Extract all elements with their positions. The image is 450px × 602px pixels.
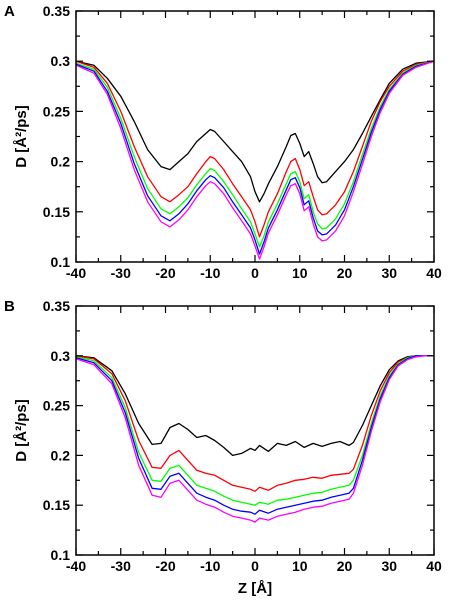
x-tick-label: 0 (251, 265, 259, 281)
x-tick-label: -20 (155, 558, 175, 574)
x-tick-label: -30 (111, 558, 131, 574)
y-tick-label: 0.1 (51, 254, 71, 270)
x-tick-label: 40 (426, 265, 442, 281)
y-tick-label: 0.15 (43, 204, 70, 220)
x-tick-label: 30 (381, 265, 397, 281)
series-line-0 (75, 355, 434, 457)
y-tick-label: 0.3 (51, 53, 71, 69)
series-line-4 (75, 60, 435, 260)
panel-label: A (4, 3, 15, 20)
y-tick-label: 0.25 (43, 398, 70, 414)
y-tick-label: 0.25 (43, 103, 70, 119)
series-line-2 (75, 60, 435, 248)
panel-a: -40 -30 -20 -10 0 10 20 30 40 0.1 0.15 0.2 0.25 0.3 0.… (4, 3, 442, 281)
y-tick-label: 0.1 (51, 547, 71, 563)
y-tick-label: 0.35 (43, 298, 70, 314)
series-line-1 (75, 355, 434, 492)
series-line-3 (75, 355, 434, 515)
series-line-2 (75, 355, 434, 506)
x-tick-label: 30 (381, 558, 397, 574)
plot-frame (75, 305, 435, 556)
series-line-3 (75, 60, 435, 255)
x-tick-label: -30 (111, 265, 131, 281)
x-tick-label: 20 (337, 558, 353, 574)
panel-label: B (4, 298, 15, 315)
y-axis-label: D [Å²/ps] (13, 105, 30, 168)
x-tick-label: 0 (251, 558, 259, 574)
x-axis-label: Z [Å] (238, 580, 272, 597)
x-tick-label: 10 (292, 265, 308, 281)
x-tick-label: 10 (292, 558, 308, 574)
y-tick-label: 0.2 (51, 447, 71, 463)
x-tick-label: 20 (337, 265, 353, 281)
panel-b: -40 -30 -20 -10 0 10 20 30 40 0.1 0.15 0.2 0.25 0.3 0.… (4, 298, 442, 597)
x-tick-label: -40 (66, 558, 86, 574)
y-tick-label: 0.35 (43, 3, 70, 19)
series-line-4 (75, 355, 434, 523)
x-tick-label: 40 (426, 558, 442, 574)
y-axis-label: D [Å²/ps] (13, 399, 30, 462)
x-tick-label: -40 (66, 265, 86, 281)
x-tick-label: -10 (200, 558, 220, 574)
x-tick-label: -20 (155, 265, 175, 281)
series-line-1 (75, 60, 435, 238)
series-line-0 (75, 60, 435, 203)
y-tick-label: 0.2 (51, 154, 71, 170)
y-tick-label: 0.3 (51, 348, 71, 364)
x-tick-label: -10 (200, 265, 220, 281)
y-tick-label: 0.15 (43, 497, 70, 513)
